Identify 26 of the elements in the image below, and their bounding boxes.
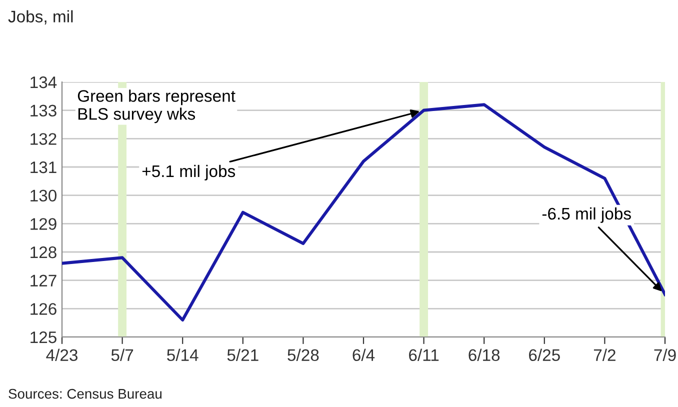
x-tick-label: 7/2 — [594, 348, 616, 362]
x-tick-label: 7/9 — [654, 348, 676, 362]
x-tick-label: 5/28 — [288, 348, 319, 362]
source-note: Sources: Census Bureau — [8, 388, 162, 399]
y-tick-label: 133 — [30, 104, 56, 117]
x-tick-label: 6/18 — [468, 348, 500, 362]
y-tick-label: 127 — [30, 274, 56, 286]
x-tick-label: 5/21 — [227, 348, 258, 362]
y-tick-label: 129 — [30, 218, 56, 230]
x-tick-label: 6/11 — [409, 348, 439, 362]
y-tick-label: 126 — [30, 303, 56, 315]
y-tick-label: 125 — [30, 331, 56, 344]
annotation: +5.1 mil jobs — [142, 164, 236, 180]
y-tick-label: 128 — [30, 246, 56, 258]
y-tick-label: 131 — [30, 161, 56, 174]
annotation: -6.5 mil jobs — [542, 207, 631, 223]
x-tick-label: 4/23 — [46, 348, 78, 362]
x-tick-label: 5/7 — [111, 348, 134, 362]
x-tick-label: 5/14 — [167, 348, 198, 362]
x-tick-label: 6/4 — [352, 348, 375, 362]
y-tick-label: 130 — [30, 190, 56, 202]
y-tick-label: 132 — [30, 133, 56, 145]
y-axis-title: Jobs, mil — [8, 10, 73, 24]
x-tick-label: 6/25 — [529, 348, 560, 362]
y-tick-label: 134 — [30, 76, 57, 88]
annotation: Green bars represent BLS survey wks — [78, 90, 236, 124]
